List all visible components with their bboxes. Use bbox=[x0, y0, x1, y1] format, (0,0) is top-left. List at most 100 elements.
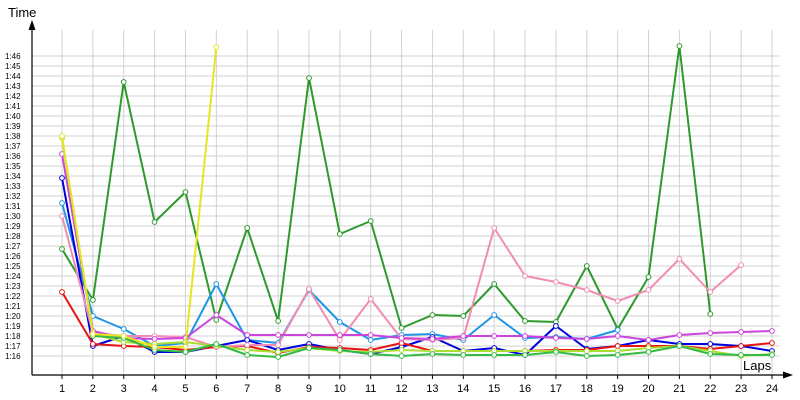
data-point bbox=[59, 200, 65, 206]
data-point bbox=[244, 352, 251, 358]
data-point bbox=[491, 352, 498, 358]
y-tick-label: 1:39 bbox=[5, 122, 21, 131]
data-point bbox=[213, 281, 220, 287]
x-tick-label: 23 bbox=[735, 383, 747, 395]
series-7 bbox=[59, 135, 775, 359]
y-tick-label: 1:24 bbox=[5, 272, 21, 281]
data-point bbox=[738, 352, 744, 358]
y-tick-label: 1:16 bbox=[5, 352, 21, 361]
data-point bbox=[213, 312, 220, 318]
y-tick-label: 1:27 bbox=[5, 242, 21, 251]
x-tick-label: 5 bbox=[182, 383, 188, 395]
x-tick-label: 7 bbox=[244, 383, 250, 395]
x-tick-label: 8 bbox=[275, 383, 281, 395]
data-point bbox=[244, 337, 251, 343]
y-tick-label: 1:19 bbox=[5, 322, 21, 331]
x-tick-label: 17 bbox=[550, 383, 562, 395]
x-tick-label: 9 bbox=[306, 383, 312, 395]
data-point bbox=[336, 347, 343, 353]
data-point bbox=[553, 335, 559, 341]
data-point bbox=[59, 175, 65, 181]
x-tick-label: 19 bbox=[612, 383, 624, 395]
data-point bbox=[707, 311, 714, 317]
data-point bbox=[336, 319, 343, 325]
data-point bbox=[583, 336, 590, 342]
data-point bbox=[244, 332, 251, 338]
x-tick-label: 11 bbox=[365, 383, 376, 395]
data-point bbox=[151, 344, 158, 350]
series-8 bbox=[90, 333, 775, 360]
data-point bbox=[90, 297, 96, 303]
series-line bbox=[61, 46, 218, 348]
data-point bbox=[306, 75, 312, 81]
series-layer bbox=[59, 43, 775, 360]
data-point bbox=[367, 351, 374, 357]
y-tick-label: 1:44 bbox=[5, 72, 21, 81]
data-point bbox=[151, 219, 158, 225]
data-point bbox=[59, 289, 65, 295]
series-line bbox=[61, 153, 773, 341]
data-point bbox=[182, 349, 189, 355]
data-point bbox=[90, 331, 96, 337]
data-point bbox=[151, 336, 158, 342]
y-tick-label: 1:30 bbox=[5, 212, 21, 221]
data-point bbox=[738, 329, 744, 335]
data-point bbox=[244, 225, 251, 231]
y-tick-label: 1:41 bbox=[5, 102, 21, 111]
data-point bbox=[398, 335, 405, 341]
data-point bbox=[275, 342, 282, 348]
data-point bbox=[676, 43, 683, 49]
data-point bbox=[429, 351, 436, 357]
y-tick-label: 1:32 bbox=[5, 192, 21, 201]
data-point bbox=[522, 318, 528, 324]
x-axis-arrow-icon bbox=[783, 371, 793, 379]
data-point bbox=[614, 298, 621, 304]
y-tick-label: 1:17 bbox=[5, 342, 21, 351]
data-point bbox=[460, 352, 467, 358]
data-point bbox=[120, 326, 127, 332]
y-tick-label: 1:20 bbox=[5, 312, 21, 321]
data-point bbox=[676, 332, 683, 338]
data-point bbox=[676, 256, 683, 262]
x-tick-label: 2 bbox=[90, 383, 96, 395]
x-tick-label: 22 bbox=[704, 383, 716, 395]
x-tick-label: 18 bbox=[581, 383, 593, 395]
data-point bbox=[182, 344, 189, 350]
data-point bbox=[583, 353, 590, 359]
x-tick-label: 20 bbox=[642, 383, 654, 395]
data-point bbox=[367, 337, 374, 343]
y-tick-label: 1:40 bbox=[5, 112, 21, 121]
y-tick-label: 1:31 bbox=[5, 202, 21, 211]
y-tick-label: 1:22 bbox=[5, 292, 21, 301]
x-tick-label: 1 bbox=[59, 383, 65, 395]
x-tick-labels: 1 2 3 4 5 6 7 8 9 10 11 12 13 14 15 16 17 18 19 20 21 22 23 24 bbox=[59, 383, 778, 395]
x-tick-label: 21 bbox=[673, 383, 685, 395]
data-point bbox=[645, 337, 652, 343]
data-point bbox=[398, 347, 405, 353]
y-tick-label: 1:45 bbox=[5, 62, 21, 71]
data-point bbox=[59, 133, 65, 139]
y-tick-label: 1:46 bbox=[5, 52, 21, 61]
data-point bbox=[707, 289, 714, 295]
data-point bbox=[707, 341, 714, 347]
data-point bbox=[336, 337, 343, 343]
data-point bbox=[583, 348, 590, 354]
data-point bbox=[367, 332, 374, 338]
x-tick-label: 24 bbox=[766, 383, 778, 395]
data-point bbox=[120, 333, 127, 339]
y-tick-label: 1:38 bbox=[5, 132, 21, 141]
data-point bbox=[707, 351, 714, 357]
y-tick-label: 1:28 bbox=[5, 232, 21, 241]
data-point bbox=[645, 287, 652, 293]
x-axis-title: Laps bbox=[743, 358, 772, 373]
data-point bbox=[491, 281, 498, 287]
data-point bbox=[769, 352, 775, 358]
data-point bbox=[645, 349, 652, 355]
y-tick-label: 1:26 bbox=[5, 252, 21, 261]
data-point bbox=[583, 287, 590, 293]
data-point bbox=[59, 246, 65, 252]
data-point bbox=[491, 312, 498, 318]
y-tick-label: 1:21 bbox=[5, 302, 21, 311]
y-tick-labels: 1:161:171:181:191:201:211:221:231:241:25… bbox=[5, 52, 21, 361]
data-point bbox=[429, 312, 436, 318]
